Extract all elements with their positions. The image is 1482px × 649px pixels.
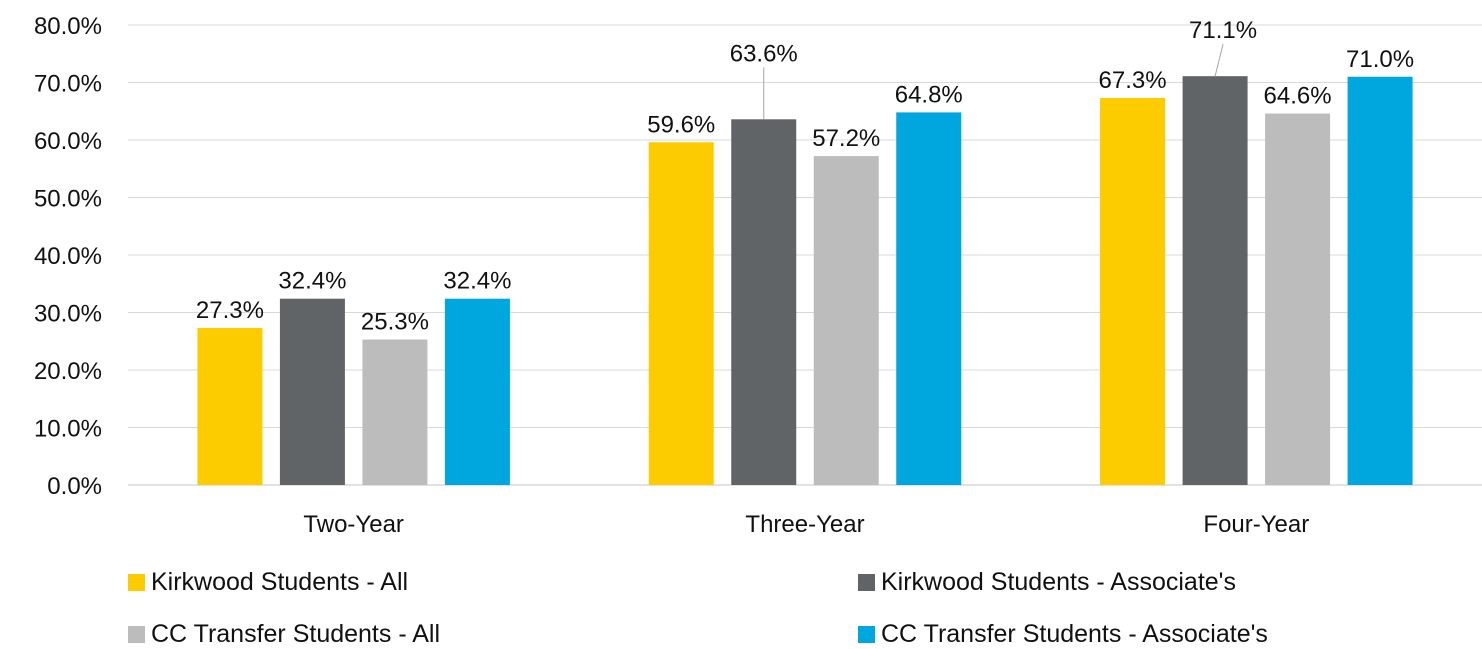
data-label: 71.0%	[1346, 46, 1414, 73]
bars	[197, 76, 1413, 486]
legend-item-kirkwood-associates: Kirkwood Students - Associate's	[858, 568, 1236, 597]
legend-item-kirkwood-all: Kirkwood Students - All	[128, 568, 408, 597]
legend-label: CC Transfer Students - Associate's	[881, 620, 1268, 648]
data-label: 32.4%	[278, 268, 346, 295]
y-tick-label: 80.0%	[34, 13, 102, 40]
y-axis-tick-labels: 0.0% 10.0% 20.0% 30.0% 40.0% 50.0% 60.0% 70.0% 8…	[34, 13, 102, 500]
data-label: 27.3%	[196, 297, 264, 324]
y-tick-label: 0.0%	[47, 473, 102, 500]
bar	[1182, 76, 1248, 486]
bar	[731, 119, 797, 486]
data-label: 59.6%	[647, 111, 715, 138]
legend-swatch-kirkwood-associates	[858, 574, 875, 591]
bar	[197, 328, 263, 485]
legend-swatch-cc-transfer-associates	[858, 626, 875, 643]
bar	[444, 298, 510, 485]
y-tick-label: 50.0%	[34, 186, 102, 213]
label-leader-line	[1214, 44, 1224, 77]
bar	[1265, 113, 1331, 486]
data-label: 71.1%	[1189, 17, 1257, 44]
y-tick-label: 60.0%	[34, 128, 102, 155]
legend-label: Kirkwood Students - All	[151, 568, 409, 596]
bar	[279, 298, 345, 485]
bar	[648, 142, 714, 486]
data-label: 57.2%	[812, 125, 880, 152]
gridlines	[128, 24, 1482, 486]
x-category-label: Two-Year	[303, 511, 404, 538]
legend-item-cc-transfer-associates: CC Transfer Students - Associate's	[858, 620, 1268, 649]
data-labels: 27.3% 32.4% 25.3% 32.4% 59.6% 63.6% 57.2% 64.8%…	[196, 17, 1414, 335]
bar	[362, 339, 428, 485]
legend: Kirkwood Students - All Kirkwood Student…	[0, 560, 1482, 648]
bar-chart: 0.0% 10.0% 20.0% 30.0% 40.0% 50.0% 60.0% 70.0% 8…	[34, 13, 1482, 538]
data-label: 25.3%	[361, 309, 429, 336]
legend-label: CC Transfer Students - All	[151, 620, 441, 648]
x-category-label: Three-Year	[745, 511, 864, 538]
y-tick-label: 10.0%	[34, 416, 102, 443]
legend-swatch-kirkwood-all	[128, 574, 145, 591]
data-label: 64.8%	[895, 81, 963, 108]
data-label: 32.4%	[443, 268, 511, 295]
y-tick-label: 20.0%	[34, 358, 102, 385]
bar	[813, 156, 879, 485]
bar	[1100, 98, 1166, 486]
y-tick-label: 40.0%	[34, 243, 102, 270]
x-axis-category-labels: Two-Year Three-Year Four-Year	[303, 511, 1309, 538]
x-category-label: Four-Year	[1203, 511, 1309, 538]
legend-swatch-cc-transfer-all	[128, 626, 145, 643]
y-tick-label: 70.0%	[34, 71, 102, 98]
legend-item-cc-transfer-all: CC Transfer Students - All	[128, 620, 440, 649]
data-label: 63.6%	[730, 40, 798, 67]
bar	[1347, 76, 1413, 485]
bar	[896, 112, 962, 486]
legend-label: Kirkwood Students - Associate's	[881, 568, 1236, 596]
data-label: 67.3%	[1099, 67, 1167, 94]
data-label: 64.6%	[1264, 83, 1332, 110]
y-tick-label: 30.0%	[34, 301, 102, 328]
